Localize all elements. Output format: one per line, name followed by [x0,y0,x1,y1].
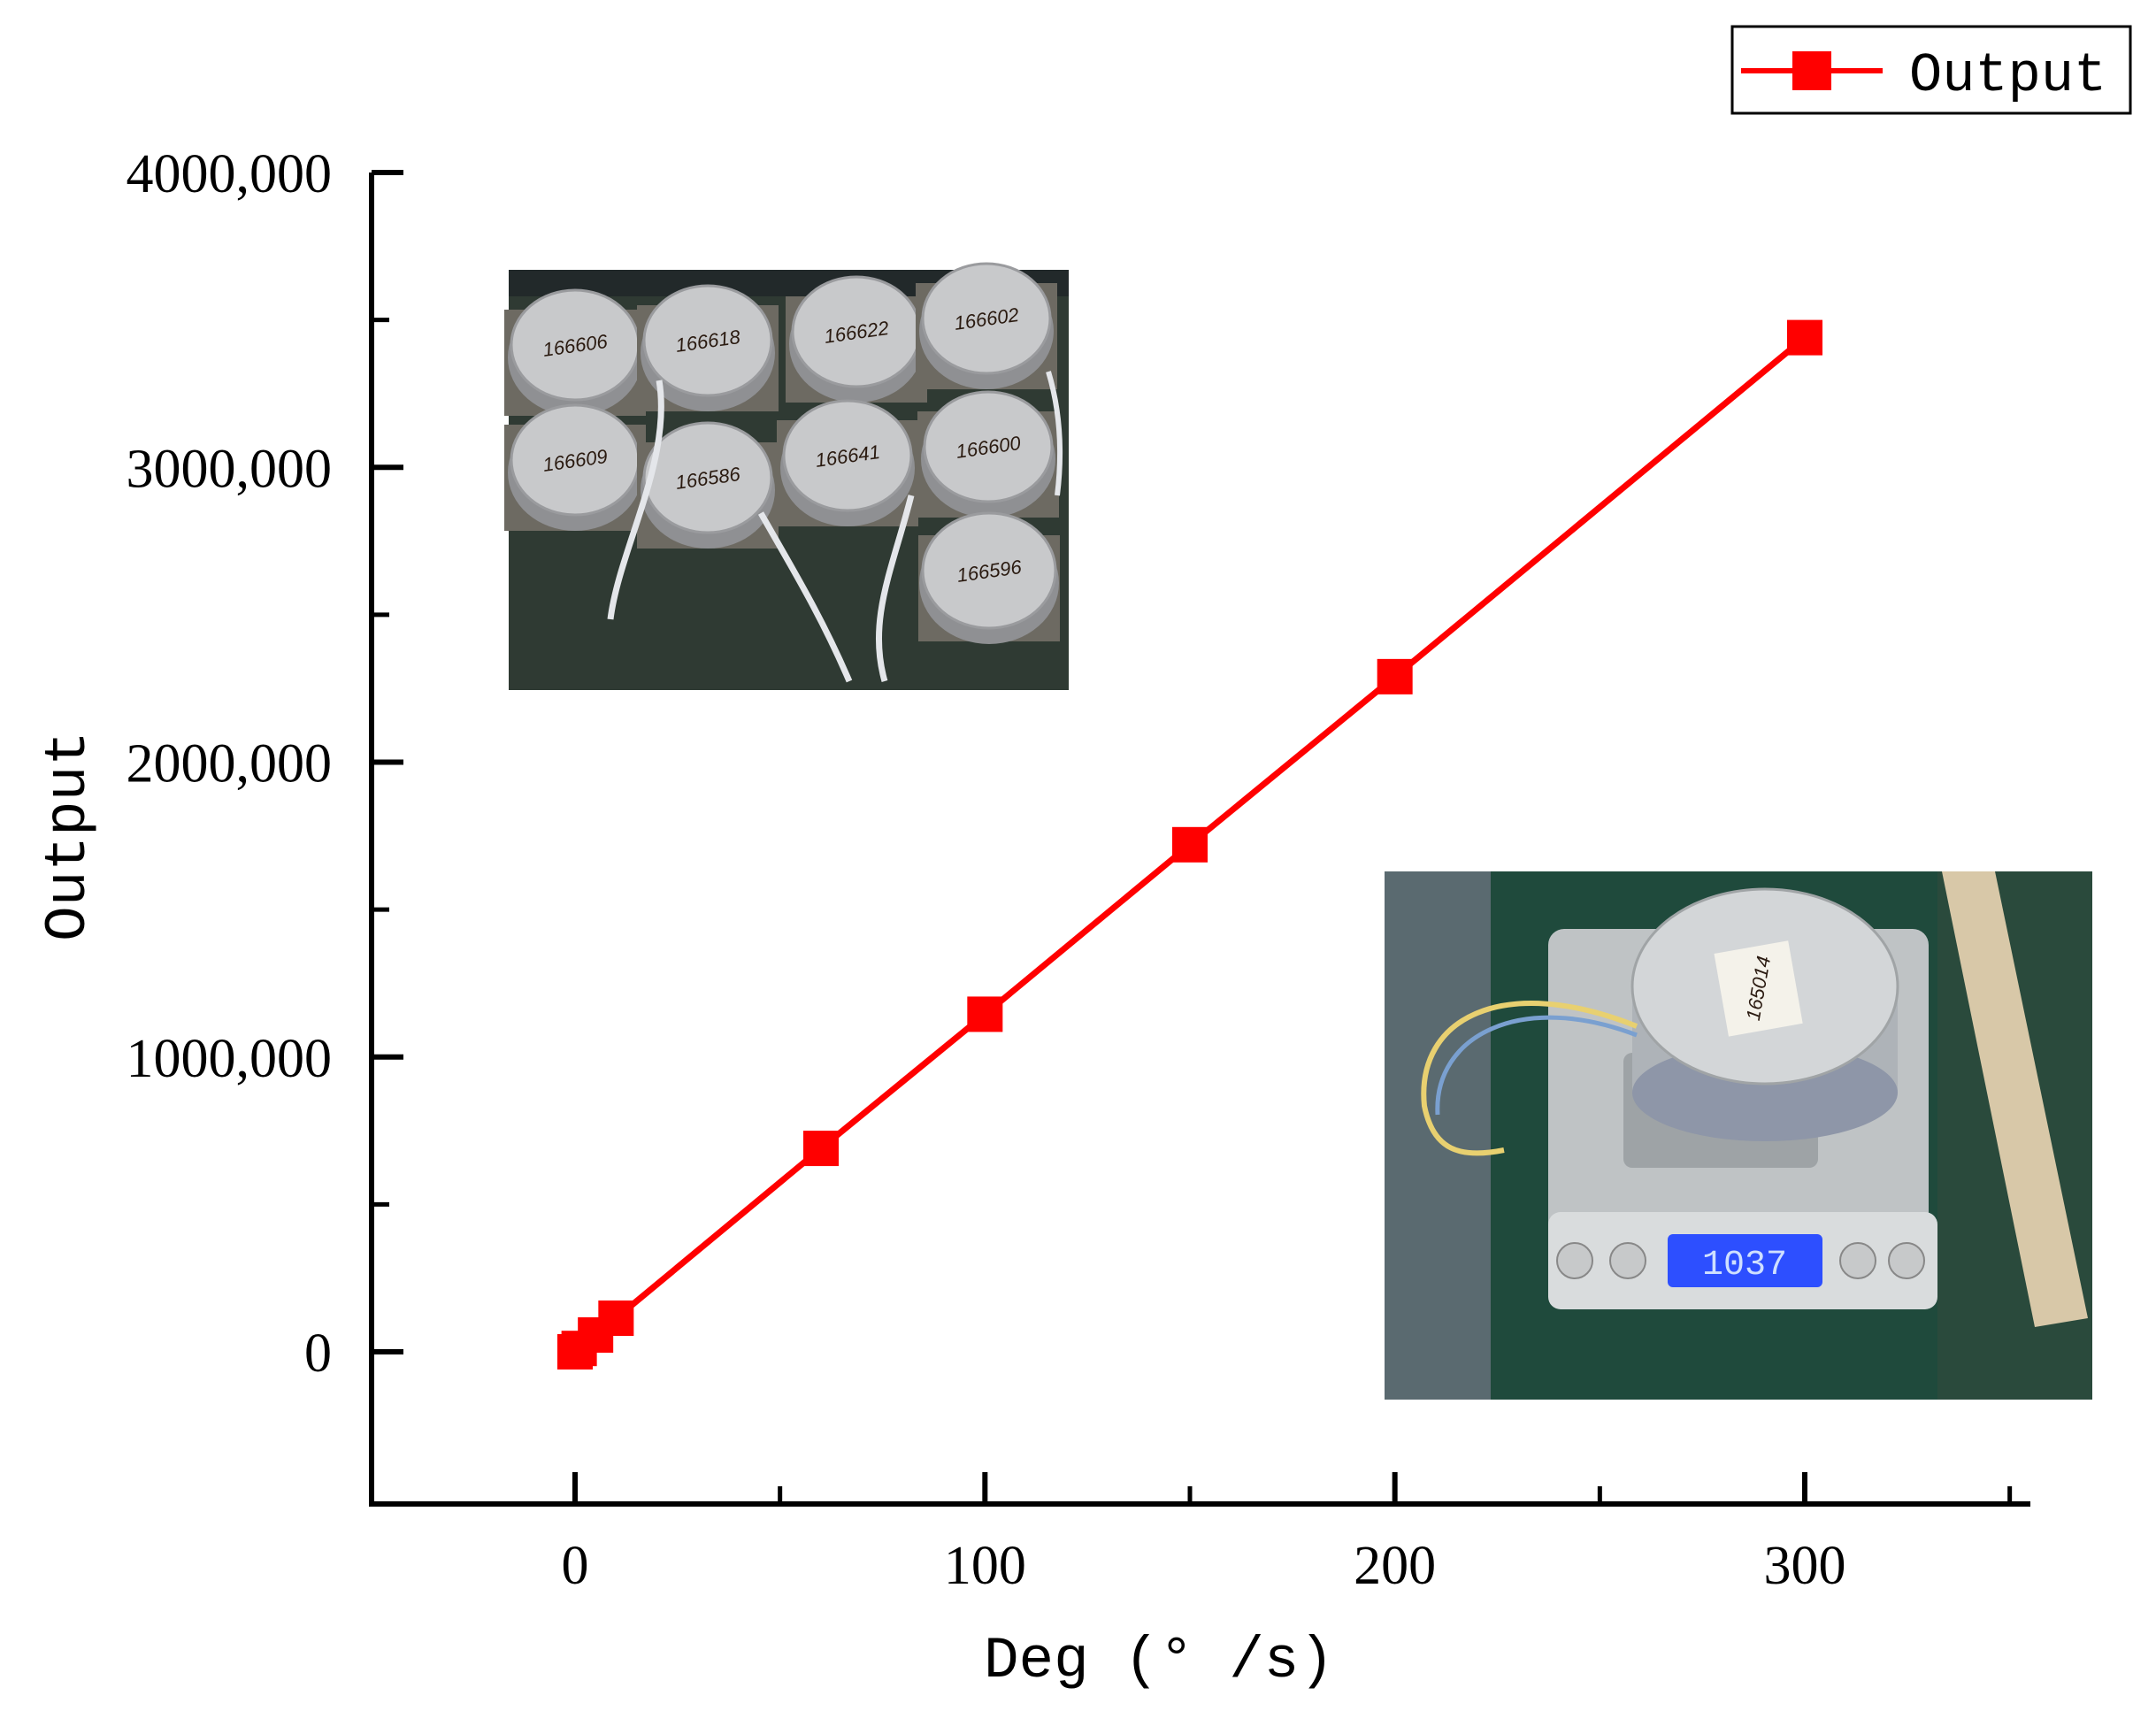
data-point-marker [803,1131,839,1167]
x-tick-label: 100 [944,1536,1026,1596]
data-point-marker [1787,319,1822,356]
legend-marker [1792,51,1831,90]
x-tick-label: 0 [562,1536,589,1596]
inset-photo-scale: 1037 165014 [1385,871,2092,1400]
data-point-marker [1377,658,1413,694]
axes: 0 1000,000 2000,000 3000,000 4000,000 0 100 20… [127,144,2030,1596]
data-point-marker [1172,826,1208,863]
y-ticks: 0 1000,000 2000,000 3000,000 4000,000 [127,144,403,1384]
y-tick-label: 2000,000 [127,734,333,794]
scale-reading: 1037 [1702,1246,1787,1285]
x-ticks: 0 100 200 300 [562,1472,2013,1596]
legend-label-output: Output [1909,44,2106,107]
x-tick-label: 200 [1354,1536,1436,1596]
x-axis-title: Deg (° /s) [984,1628,1334,1694]
y-tick-label: 0 [304,1324,332,1384]
y-tick-label: 3000,000 [127,439,333,499]
data-point-marker [967,996,1003,1032]
inset-photo-sensors-group: 166606 166618 166622 1666021666091665861666… [504,262,1069,690]
y-tick-label: 1000,000 [127,1029,333,1089]
y-tick-label: 4000,000 [127,144,333,204]
data-point-marker [598,1301,634,1337]
x-tick-label: 300 [1764,1536,1846,1596]
legend: Output [1730,25,2132,115]
y-axis-title: Output [35,731,102,941]
series-output [557,319,1822,1370]
